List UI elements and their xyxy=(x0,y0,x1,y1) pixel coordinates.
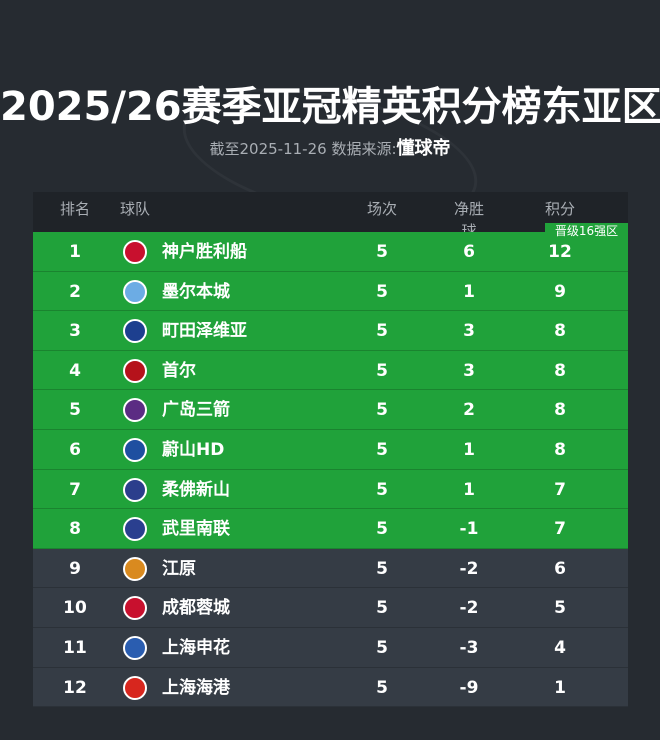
table-header: 排名 球队 场次 净胜球 积分 晋级16强区 xyxy=(33,192,628,240)
header-rank: 排名 xyxy=(59,200,90,218)
header-gd: 净胜球 xyxy=(453,200,484,240)
table-row: 5 广岛三箭 5 2 8 xyxy=(33,390,628,430)
goal-difference: 3 xyxy=(463,360,475,381)
points: 8 xyxy=(554,439,566,460)
table-row: 6 蔚山HD 5 1 8 xyxy=(33,429,628,470)
table-row: 11 上海申花 5 -3 4 xyxy=(33,627,628,668)
rank: 3 xyxy=(69,321,81,342)
team-logo-icon xyxy=(123,596,147,621)
goal-difference: 3 xyxy=(463,321,475,342)
team-name: 蔚山HD xyxy=(162,439,225,460)
points: 7 xyxy=(554,519,566,540)
table-row: 8 武里南联 5 -1 7 xyxy=(33,509,628,549)
points: 4 xyxy=(554,637,566,658)
goal-difference: -3 xyxy=(459,637,479,658)
source-name: 懂球帝 xyxy=(396,138,451,159)
goal-difference: -1 xyxy=(459,519,479,540)
points: 6 xyxy=(554,558,566,579)
goal-difference: -2 xyxy=(459,558,479,579)
team-logo-icon xyxy=(123,319,147,344)
team-logo-icon xyxy=(123,398,147,423)
qualification-badge: 晋级16强区 xyxy=(545,223,628,240)
team-name: 武里南联 xyxy=(162,519,230,540)
rank: 8 xyxy=(69,519,81,540)
team-logo-icon xyxy=(123,556,147,581)
table-row: 7 柔佛新山 5 1 7 xyxy=(33,469,628,510)
page-title: 2025/26赛季亚冠精英积分榜东亚区 xyxy=(0,84,660,130)
goal-difference: 1 xyxy=(463,281,475,302)
table-row: 2 墨尔本城 5 1 9 xyxy=(33,271,628,312)
team-name: 成都蓉城 xyxy=(162,598,230,619)
goal-difference: 2 xyxy=(463,400,475,421)
played: 5 xyxy=(376,400,388,421)
played: 5 xyxy=(376,677,388,698)
points: 7 xyxy=(554,479,566,500)
date-source-label: 截至2025-11-26 数据来源: xyxy=(209,140,397,158)
header-played: 场次 xyxy=(366,200,397,218)
team-name: 广岛三箭 xyxy=(162,400,230,421)
table-row: 10 成都蓉城 5 -2 5 xyxy=(33,588,628,628)
team-name: 江原 xyxy=(162,558,196,579)
goal-difference: 1 xyxy=(463,479,475,500)
team-name: 上海申花 xyxy=(162,637,230,658)
played: 5 xyxy=(376,519,388,540)
team-logo-icon xyxy=(123,358,147,383)
team-logo-icon xyxy=(123,437,147,462)
table-row: 1 神户胜利船 5 6 12 xyxy=(33,232,628,272)
team-name: 町田泽维亚 xyxy=(162,321,247,342)
rank: 6 xyxy=(69,439,81,460)
rank: 7 xyxy=(69,479,81,500)
team-name: 墨尔本城 xyxy=(162,281,230,302)
rank: 10 xyxy=(63,598,87,619)
rank: 4 xyxy=(69,360,81,381)
goal-difference: -2 xyxy=(459,598,479,619)
played: 5 xyxy=(376,321,388,342)
goal-difference: 1 xyxy=(463,439,475,460)
points: 8 xyxy=(554,360,566,381)
played: 5 xyxy=(376,360,388,381)
rank: 2 xyxy=(69,281,81,302)
played: 5 xyxy=(376,439,388,460)
played: 5 xyxy=(376,479,388,500)
rank: 5 xyxy=(69,400,81,421)
team-logo-icon xyxy=(123,517,147,542)
points: 1 xyxy=(554,677,566,698)
team-logo-icon xyxy=(123,240,147,264)
team-logo-icon xyxy=(123,635,147,660)
played: 5 xyxy=(376,637,388,658)
played: 5 xyxy=(376,242,388,262)
subtitle: 截至2025-11-26 数据来源:懂球帝 xyxy=(0,134,660,160)
table-row: 12 上海海港 5 -9 1 xyxy=(33,667,628,708)
header-team: 球队 xyxy=(120,200,151,218)
goal-difference: 6 xyxy=(463,242,475,262)
header-points: 积分 xyxy=(544,200,575,218)
played: 5 xyxy=(376,558,388,579)
points: 5 xyxy=(554,598,566,619)
team-logo-icon xyxy=(123,675,147,700)
table-row: 3 町田泽维亚 5 3 8 xyxy=(33,311,628,351)
points: 8 xyxy=(554,400,566,421)
rank: 9 xyxy=(69,558,81,579)
team-logo-icon xyxy=(123,279,147,304)
played: 5 xyxy=(376,598,388,619)
points: 9 xyxy=(554,281,566,302)
team-name: 上海海港 xyxy=(162,677,230,698)
table-row: 4 首尔 5 3 8 xyxy=(33,350,628,391)
rank: 1 xyxy=(69,242,81,262)
played: 5 xyxy=(376,281,388,302)
goal-difference: -9 xyxy=(459,677,479,698)
points: 8 xyxy=(554,321,566,342)
team-logo-icon xyxy=(123,477,147,502)
table-row: 9 江原 5 -2 6 xyxy=(33,548,628,589)
points: 12 xyxy=(548,242,572,262)
team-name: 神户胜利船 xyxy=(162,242,247,262)
team-name: 首尔 xyxy=(162,360,196,381)
team-name: 柔佛新山 xyxy=(162,479,230,500)
rank: 12 xyxy=(63,677,87,698)
rank: 11 xyxy=(63,637,87,658)
standings-table: 排名 球队 场次 净胜球 积分 晋级16强区 1 神户胜利船 5 6 12 2 墨… xyxy=(33,192,628,708)
